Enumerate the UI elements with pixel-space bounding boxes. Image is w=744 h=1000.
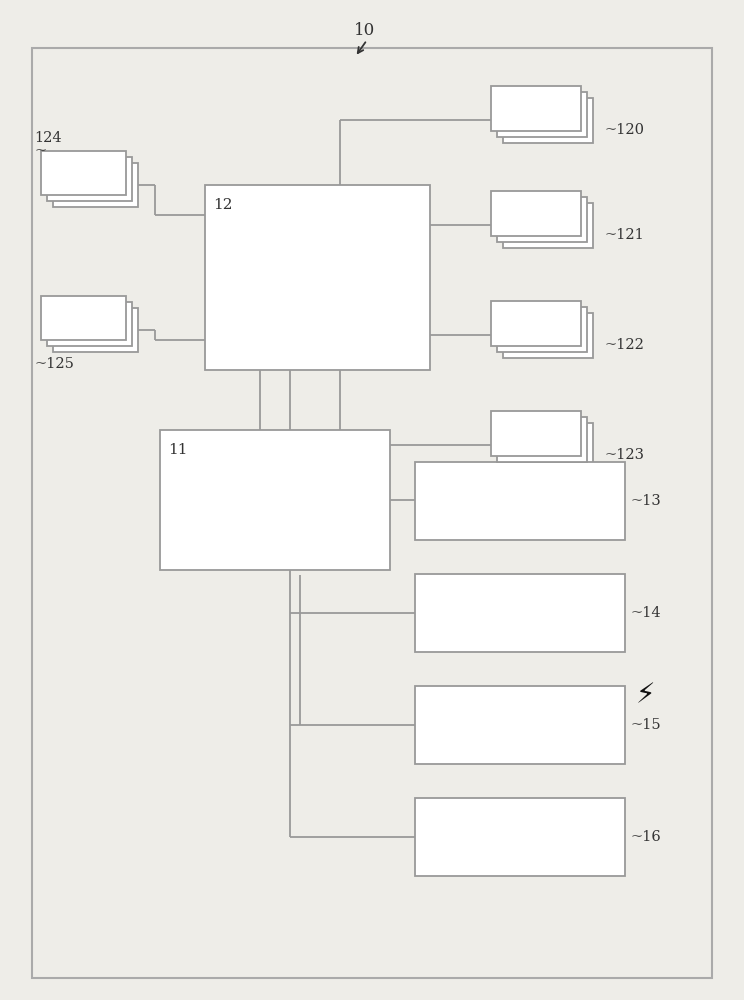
Bar: [491, 300, 581, 346]
Text: ~122: ~122: [605, 338, 645, 352]
Bar: [205, 185, 430, 370]
Bar: [491, 190, 581, 235]
Bar: [503, 202, 593, 247]
Text: 124: 124: [34, 131, 62, 145]
Bar: [503, 312, 593, 358]
Bar: [503, 98, 593, 142]
Text: ~: ~: [34, 144, 47, 158]
Bar: [40, 296, 126, 340]
Text: 11: 11: [168, 443, 187, 457]
Bar: [497, 92, 587, 136]
Bar: [160, 430, 390, 570]
Bar: [415, 686, 625, 764]
Text: ~13: ~13: [630, 494, 661, 508]
Bar: [503, 422, 593, 468]
Text: ~14: ~14: [630, 606, 661, 620]
Bar: [415, 462, 625, 540]
Bar: [46, 157, 132, 201]
Bar: [53, 308, 138, 352]
Text: ~123: ~123: [605, 448, 645, 462]
Bar: [53, 163, 138, 207]
Text: ~125: ~125: [34, 357, 74, 371]
Text: 12: 12: [213, 198, 232, 212]
Text: ⚡: ⚡: [635, 681, 655, 709]
Bar: [497, 196, 587, 241]
Bar: [40, 151, 126, 195]
Bar: [415, 798, 625, 876]
Bar: [491, 410, 581, 456]
Bar: [497, 416, 587, 462]
Text: ~16: ~16: [630, 830, 661, 844]
Bar: [415, 574, 625, 652]
Bar: [491, 86, 581, 130]
Text: ~15: ~15: [630, 718, 661, 732]
Bar: [46, 302, 132, 346]
Bar: [497, 306, 587, 352]
Text: ~121: ~121: [605, 228, 645, 242]
Text: 10: 10: [354, 22, 376, 39]
Text: ~120: ~120: [605, 123, 645, 137]
